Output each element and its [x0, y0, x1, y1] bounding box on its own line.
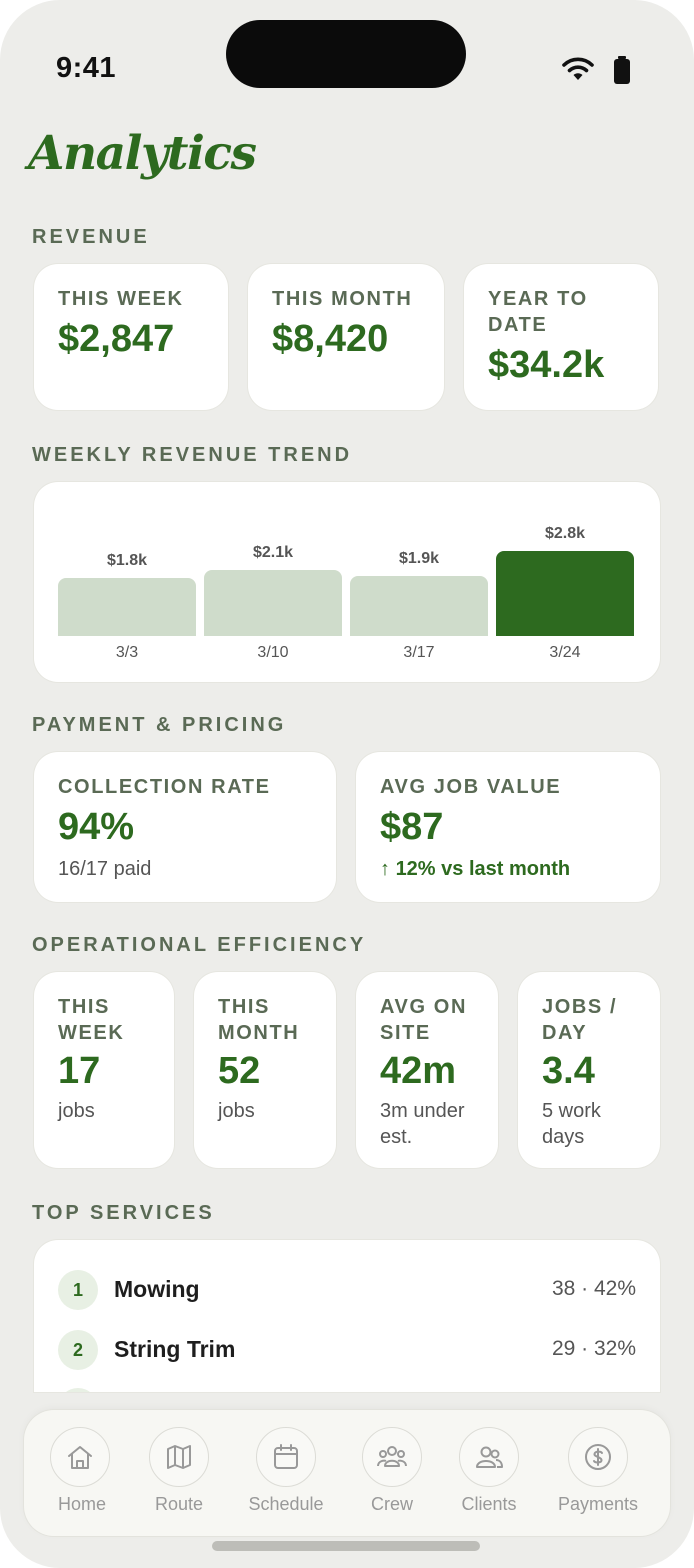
status-time: 9:41	[56, 52, 117, 84]
stat-value: $2,847	[58, 318, 175, 360]
home-icon	[50, 1427, 110, 1487]
arrow-up-icon: ↑	[380, 858, 390, 880]
efficiency-card-this-month: THIS MONTH 52 jobs	[194, 972, 336, 1168]
rank-badge: 1	[58, 1270, 98, 1310]
list-item[interactable]: 1 Mowing 38 · 42%	[58, 1270, 636, 1310]
bar-value-label: $2.8k	[544, 525, 586, 542]
bar-value-label: $1.9k	[398, 550, 440, 567]
tab-label: Home	[57, 1494, 106, 1514]
tab-crew[interactable]: Crew	[342, 1410, 442, 1536]
calendar-icon	[256, 1427, 316, 1487]
bar-category-label: 3/24	[549, 644, 581, 661]
stat-value: 52	[218, 1050, 261, 1092]
bar-value-label: $1.8k	[106, 552, 148, 569]
stat-value: $8,420	[272, 318, 389, 360]
efficiency-card-this-week: THIS WEEK 17 jobs	[34, 972, 174, 1168]
bar-category-label: 3/17	[403, 644, 435, 661]
rank-badge-partial	[58, 1388, 98, 1392]
efficiency-section-label: OPERATIONAL EFFICIENCY	[32, 934, 367, 956]
bar-category-label: 3/10	[257, 644, 289, 661]
stat-label: THIS WEEK	[58, 288, 184, 310]
stat-label: JOBS / DAY	[542, 996, 618, 1044]
dynamic-island	[226, 20, 466, 88]
collection-rate-card: COLLECTION RATE 94% 16/17 paid	[34, 752, 336, 902]
tab-bar: Home Route Schedule Crew Clients	[24, 1410, 670, 1536]
trend-section-label: WEEKLY REVENUE TREND	[32, 444, 353, 466]
stat-label: AVG ON SITE	[380, 996, 468, 1044]
map-icon	[149, 1427, 209, 1487]
weekly-revenue-chart: $1.8k 3/3 $2.1k 3/10 $1.9k 3/17 $2.8k 3/24	[34, 482, 660, 682]
clients-icon	[459, 1427, 519, 1487]
service-stat: 38 · 42%	[551, 1277, 636, 1300]
dollar-icon	[568, 1427, 628, 1487]
bar-category-label: 3/3	[115, 644, 139, 661]
tab-label: Clients	[461, 1494, 517, 1514]
tab-clients[interactable]: Clients	[439, 1410, 539, 1536]
efficiency-card-jobs-per-day: JOBS / DAY 3.4 5 work days	[518, 972, 660, 1168]
stat-label: AVG JOB VALUE	[380, 776, 562, 798]
wifi-icon	[562, 57, 594, 80]
home-indicator[interactable]	[212, 1541, 480, 1551]
stat-value: 42m	[380, 1050, 457, 1092]
status-bar: 9:41	[0, 0, 694, 120]
tab-label: Payments	[557, 1494, 639, 1514]
stat-label: YEAR TO DATE	[488, 288, 588, 336]
revenue-card-this-month: THIS MONTH $8,420	[248, 264, 444, 410]
stat-label: THIS MONTH	[272, 288, 413, 310]
chart-bar	[204, 570, 342, 636]
stat-sub: 16/17 paid	[58, 858, 152, 880]
list-item[interactable]: 2 String Trim 29 · 32%	[58, 1330, 636, 1370]
tab-schedule[interactable]: Schedule	[235, 1410, 337, 1536]
avg-job-value-card: AVG JOB VALUE $87 ↑ 12% vs last month	[356, 752, 660, 902]
chart-bar	[350, 576, 488, 636]
tab-payments[interactable]: Payments	[550, 1410, 646, 1536]
revenue-card-this-week: THIS WEEK $2,847	[34, 264, 228, 410]
top-services-list: 1 Mowing 38 · 42% 2 String Trim 29 · 32%	[34, 1240, 660, 1392]
service-name: Mowing	[114, 1276, 200, 1302]
revenue-card-year-to-date: YEAR TO DATE $34.2k	[464, 264, 658, 410]
stat-value: 94%	[58, 806, 135, 848]
tab-route[interactable]: Route	[129, 1410, 229, 1536]
stat-sub: jobs	[58, 1100, 95, 1122]
stat-sub: jobs	[218, 1100, 255, 1122]
revenue-section-label: REVENUE	[32, 226, 150, 248]
stat-sub-text: 12% vs last month	[395, 858, 571, 880]
stat-label: THIS WEEK	[58, 996, 125, 1044]
chart-bar	[58, 578, 196, 636]
crew-icon	[362, 1427, 422, 1487]
stat-sub: 3m under est.	[380, 1100, 465, 1148]
page-title: Analytics	[28, 126, 257, 181]
tab-home[interactable]: Home	[32, 1410, 132, 1536]
trend-up-indicator: ↑ 12% vs last month	[380, 856, 570, 882]
efficiency-card-avg-on-site: AVG ON SITE 42m 3m under est.	[356, 972, 498, 1168]
stat-label: THIS MONTH	[218, 996, 300, 1044]
stat-value: $34.2k	[488, 344, 605, 386]
payment-section-label: PAYMENT & PRICING	[32, 714, 287, 736]
battery-icon	[614, 56, 630, 84]
stat-value: 3.4	[542, 1050, 595, 1092]
chart-bar	[496, 551, 634, 636]
stat-sub: 5 work days	[542, 1100, 601, 1148]
stat-value: 17	[58, 1050, 101, 1092]
stat-value: $87	[380, 806, 444, 848]
tab-label: Schedule	[248, 1494, 324, 1514]
tab-label: Route	[154, 1494, 204, 1514]
tab-label: Crew	[370, 1494, 413, 1514]
service-stat: 29 · 32%	[551, 1337, 636, 1360]
stat-label: COLLECTION RATE	[58, 776, 271, 798]
rank-badge: 2	[58, 1330, 98, 1370]
services-section-label: TOP SERVICES	[32, 1202, 215, 1224]
service-name: String Trim	[114, 1336, 236, 1362]
bar-value-label: $2.1k	[252, 544, 294, 561]
